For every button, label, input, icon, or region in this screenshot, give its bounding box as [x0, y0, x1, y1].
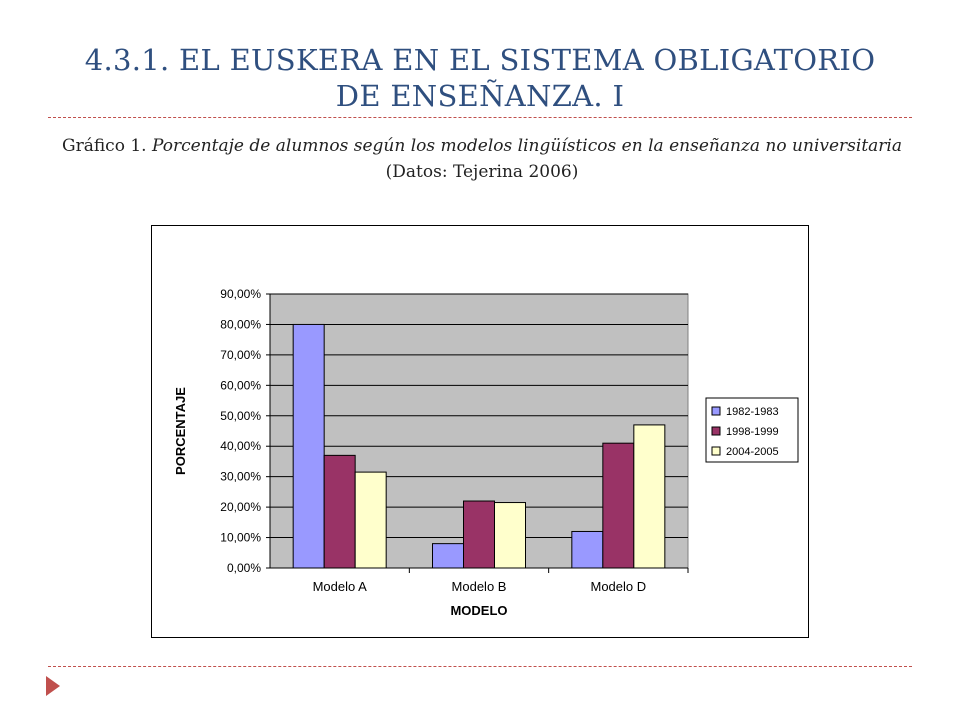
legend-swatch — [711, 406, 721, 416]
y-tick-label: 10,00% — [220, 531, 261, 545]
bar — [463, 500, 495, 569]
y-tick-label: 30,00% — [220, 470, 261, 484]
bar — [292, 323, 325, 569]
bottom-divider — [48, 666, 912, 667]
y-tick-label: 70,00% — [220, 348, 261, 362]
caption-suffix: (Datos: Tejerina 2006) — [385, 162, 579, 182]
chart-caption: Gráfico 1. Porcentaje de alumnos según l… — [62, 133, 902, 185]
y-tick-label: 90,00% — [220, 287, 261, 301]
bar — [432, 543, 464, 569]
x-tick-label: Modelo A — [313, 579, 368, 594]
bar — [571, 530, 604, 569]
bar-chart: 0,00% 10,00% 20,00% 30,00% 40,00% 50,00% 60,00… — [173, 287, 799, 618]
legend-label: 1998-1999 — [726, 426, 779, 438]
top-divider — [48, 117, 912, 118]
chart-frame: 0,00% 10,00% 20,00% 30,00% 40,00% 50,00% 60,00… — [151, 225, 809, 638]
bar — [602, 442, 635, 569]
legend-swatch — [711, 426, 721, 436]
caption-italic: Porcentaje de alumnos según los modelos … — [152, 136, 902, 156]
x-axis-title: MODELO — [450, 603, 507, 618]
y-axis-title: PORCENTAJE — [173, 387, 188, 475]
y-tick-label: 60,00% — [220, 378, 261, 392]
legend-label: 2004-2005 — [726, 446, 779, 458]
title-line-2: DE ENSEÑANZA. I — [335, 79, 625, 113]
next-arrow-icon[interactable] — [46, 676, 60, 696]
y-tick-label: 0,00% — [227, 561, 261, 575]
caption-prefix: Gráfico 1. — [62, 136, 153, 156]
x-tick-label: Modelo B — [452, 579, 507, 594]
slide-title: 4.3.1. EL EUSKERA EN EL SISTEMA OBLIGATO… — [40, 42, 920, 114]
bar — [494, 502, 526, 569]
legend-box — [705, 397, 799, 463]
legend-label: 1982-1983 — [726, 406, 779, 418]
x-tick-label: Modelo D — [591, 579, 647, 594]
y-tick-label: 40,00% — [220, 439, 261, 453]
title-line-1: 4.3.1. EL EUSKERA EN EL SISTEMA OBLIGATO… — [84, 43, 876, 77]
legend-swatch — [711, 446, 721, 456]
y-tick-label: 20,00% — [220, 500, 261, 514]
bar — [633, 424, 666, 569]
bar — [354, 471, 387, 569]
bar — [323, 454, 356, 569]
y-tick-label: 80,00% — [220, 317, 261, 331]
y-tick-label: 50,00% — [220, 409, 261, 423]
